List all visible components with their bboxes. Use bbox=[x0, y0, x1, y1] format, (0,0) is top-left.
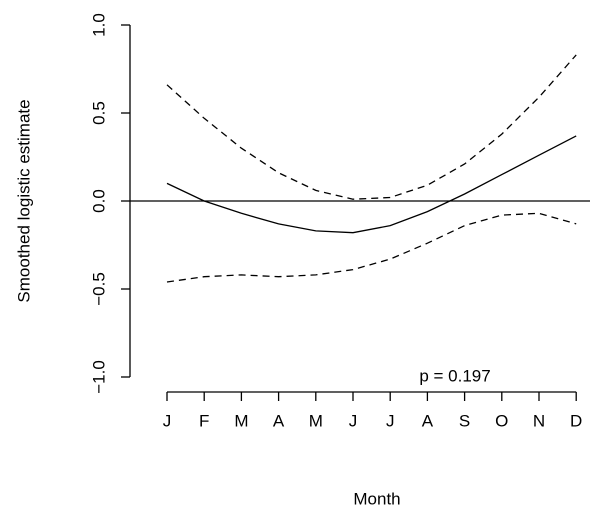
y-tick-label: 0.0 bbox=[89, 189, 108, 213]
y-tick-label: −1.0 bbox=[89, 360, 108, 394]
y-tick-label: 0.5 bbox=[89, 101, 108, 125]
x-tick-label: N bbox=[533, 411, 545, 430]
x-axis-label: Month bbox=[353, 489, 400, 508]
y-tick-label: 1.0 bbox=[89, 13, 108, 37]
x-tick-label: J bbox=[163, 411, 172, 430]
x-tick-label: A bbox=[273, 411, 285, 430]
x-tick-label: O bbox=[495, 411, 508, 430]
annotation: p = 0.197 bbox=[419, 366, 490, 385]
x-tick-label: S bbox=[459, 411, 470, 430]
series-line bbox=[166, 54, 577, 200]
x-tick-label: J bbox=[349, 411, 358, 430]
x-tick-label: J bbox=[386, 411, 395, 430]
x-tick-label: M bbox=[309, 411, 323, 430]
series-line bbox=[166, 135, 577, 234]
x-tick-label: F bbox=[199, 411, 209, 430]
x-tick-label: M bbox=[234, 411, 248, 430]
x-tick-label: A bbox=[422, 411, 434, 430]
series-line bbox=[166, 212, 577, 283]
y-tick-label: −0.5 bbox=[89, 272, 108, 306]
y-axis-label: Smoothed logistic estimate bbox=[14, 99, 33, 302]
x-tick-label: D bbox=[570, 411, 582, 430]
